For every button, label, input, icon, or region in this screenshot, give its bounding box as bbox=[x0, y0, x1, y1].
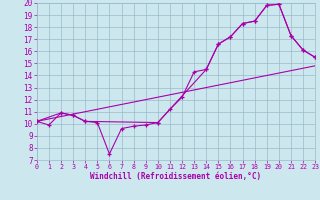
X-axis label: Windchill (Refroidissement éolien,°C): Windchill (Refroidissement éolien,°C) bbox=[91, 172, 261, 181]
